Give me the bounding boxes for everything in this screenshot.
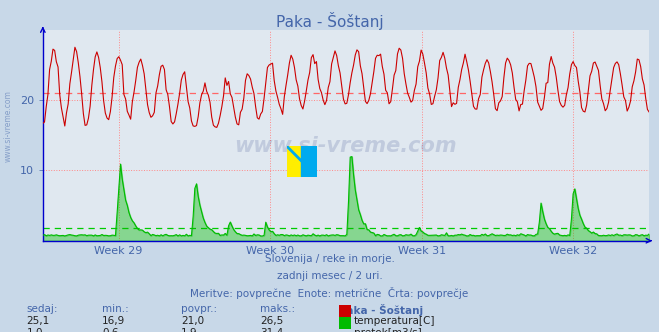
- Text: Meritve: povprečne  Enote: metrične  Črta: povprečje: Meritve: povprečne Enote: metrične Črta:…: [190, 287, 469, 299]
- Text: 0,6: 0,6: [102, 328, 119, 332]
- Text: 25,1: 25,1: [26, 316, 49, 326]
- Text: 1,9: 1,9: [181, 328, 198, 332]
- Text: 26,5: 26,5: [260, 316, 283, 326]
- Text: sedaj:: sedaj:: [26, 304, 58, 314]
- Text: 1,0: 1,0: [26, 328, 43, 332]
- Text: Paka - Šoštanj: Paka - Šoštanj: [275, 12, 384, 30]
- Text: pretok[m3/s]: pretok[m3/s]: [354, 328, 422, 332]
- Text: 16,9: 16,9: [102, 316, 125, 326]
- Text: 21,0: 21,0: [181, 316, 204, 326]
- Text: 31,4: 31,4: [260, 328, 283, 332]
- Text: www.si-vreme.com: www.si-vreme.com: [3, 90, 13, 162]
- Text: maks.:: maks.:: [260, 304, 295, 314]
- Text: zadnji mesec / 2 uri.: zadnji mesec / 2 uri.: [277, 271, 382, 281]
- Text: www.si-vreme.com: www.si-vreme.com: [235, 136, 457, 156]
- Text: Paka - Šoštanj: Paka - Šoštanj: [339, 304, 424, 316]
- Text: temperatura[C]: temperatura[C]: [354, 316, 436, 326]
- Text: povpr.:: povpr.:: [181, 304, 217, 314]
- Text: Slovenija / reke in morje.: Slovenija / reke in morje.: [264, 254, 395, 264]
- Text: min.:: min.:: [102, 304, 129, 314]
